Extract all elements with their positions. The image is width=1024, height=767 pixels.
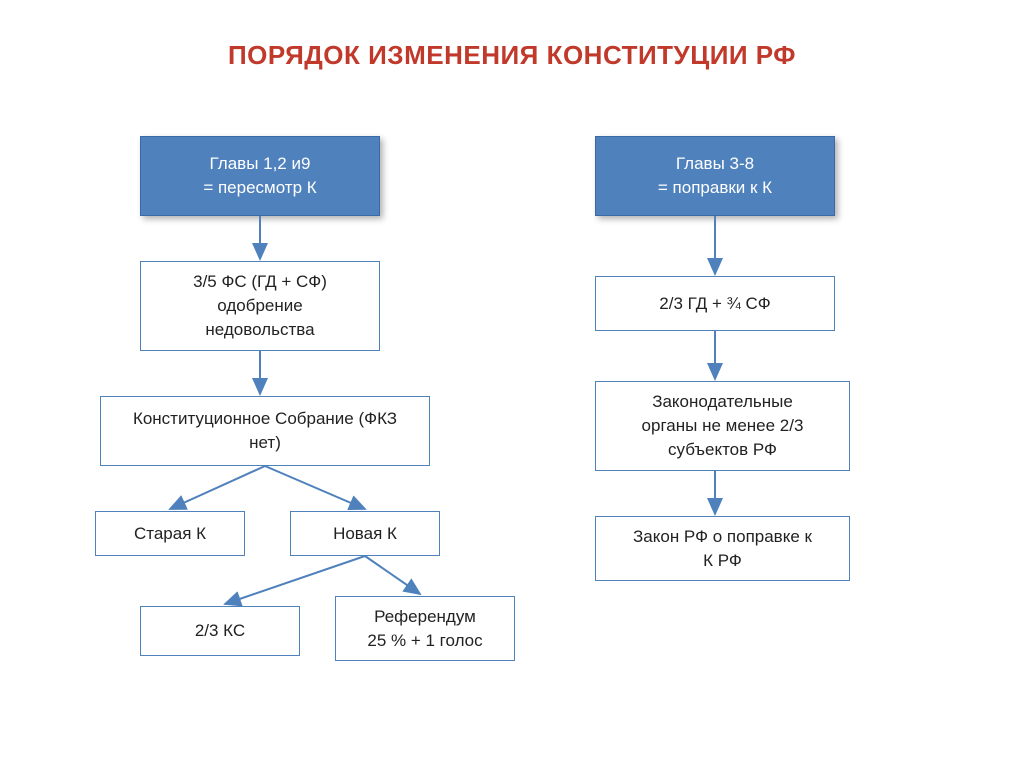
node-text: Законодательные: [652, 392, 793, 411]
edge: [265, 466, 365, 509]
node-text: субъектов РФ: [668, 440, 777, 459]
node-left-3b: Новая К: [290, 511, 440, 556]
node-left-1: 3/5 ФС (ГД + СФ) одобрение недовольства: [140, 261, 380, 351]
node-right-3: Закон РФ о поправке к К РФ: [595, 516, 850, 581]
node-text: Старая К: [134, 522, 206, 546]
node-left-4b: Референдум 25 % + 1 голос: [335, 596, 515, 661]
node-text: Главы 1,2 и9: [210, 154, 311, 173]
node-left-3a: Старая К: [95, 511, 245, 556]
node-text: недовольства: [205, 320, 314, 339]
edge: [170, 466, 265, 509]
node-text: 25 % + 1 голос: [367, 631, 482, 650]
node-text: Новая К: [333, 522, 397, 546]
node-right-head: Главы 3-8 = поправки к К: [595, 136, 835, 216]
node-right-2: Законодательные органы не менее 2/3 субъ…: [595, 381, 850, 471]
node-text: К РФ: [703, 551, 742, 570]
flowchart: Главы 1,2 и9 = пересмотр К 3/5 ФС (ГД + …: [0, 101, 1024, 751]
node-text: одобрение: [217, 296, 302, 315]
node-text: нет): [249, 433, 281, 452]
node-text: Референдум: [374, 607, 476, 626]
node-left-2: Конституционное Собрание (ФКЗ нет): [100, 396, 430, 466]
node-text: = пересмотр К: [203, 178, 316, 197]
node-text: органы не менее 2/3: [642, 416, 804, 435]
node-text: 2/3 КС: [195, 619, 245, 643]
edge: [365, 556, 420, 594]
node-left-head: Главы 1,2 и9 = пересмотр К: [140, 136, 380, 216]
page-title: ПОРЯДОК ИЗМЕНЕНИЯ КОНСТИТУЦИИ РФ: [0, 0, 1024, 101]
node-text: 2/3 ГД + ¾ СФ: [659, 292, 770, 316]
node-text: Главы 3-8: [676, 154, 754, 173]
node-right-1: 2/3 ГД + ¾ СФ: [595, 276, 835, 331]
node-text: Конституционное Собрание (ФКЗ: [133, 409, 397, 428]
node-left-4a: 2/3 КС: [140, 606, 300, 656]
node-text: = поправки к К: [658, 178, 772, 197]
node-text: 3/5 ФС (ГД + СФ): [193, 272, 327, 291]
node-text: Закон РФ о поправке к: [633, 527, 812, 546]
